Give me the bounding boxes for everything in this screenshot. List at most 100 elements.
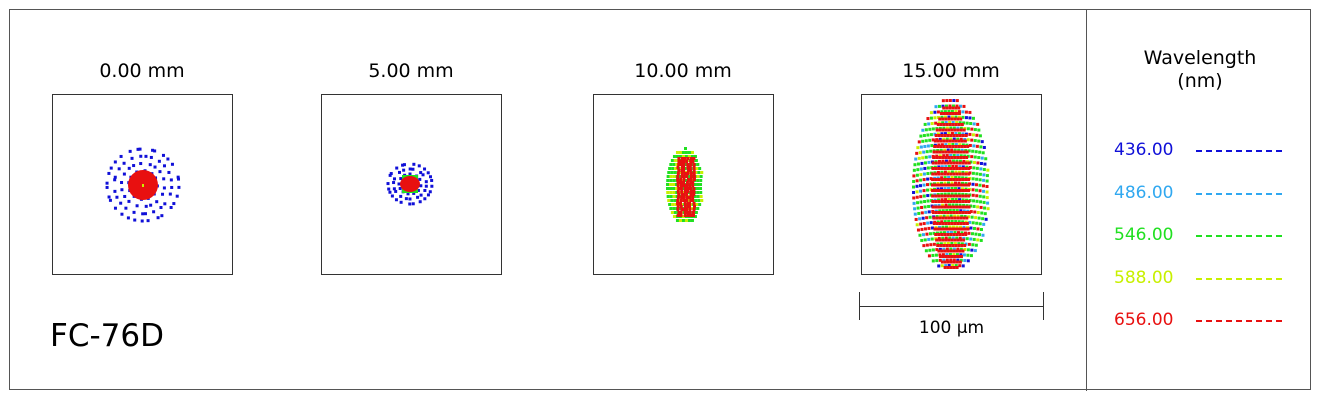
spot-point [954,170,958,174]
spot-point [921,139,925,143]
spot-point [923,227,927,231]
spot-point [153,165,157,169]
spot-point [954,165,958,169]
spot-point [949,161,953,165]
spot-point [923,161,927,165]
spot-point [950,220,954,224]
spot-point [934,178,938,181]
spot-point [915,173,919,177]
spot-point [672,207,676,210]
legend-item: 546.00 [1114,225,1284,247]
spot-point [947,110,951,114]
spot-point [921,216,925,220]
spot-point [958,205,962,209]
spot-point [927,204,931,208]
spot-point [949,167,953,170]
spot-point [957,176,961,180]
spot-point [691,181,695,184]
spot-point [951,106,955,110]
spot-point [961,165,965,169]
spot-point [954,112,958,115]
spot-point [916,168,920,172]
spot-point [696,175,700,178]
spot-point [699,183,703,186]
spot-point [955,225,959,229]
spot-point [920,161,924,165]
spot-point [948,253,952,257]
spot-point [972,204,976,208]
spot-point [934,205,938,209]
spot-point [962,238,966,242]
spot-point [946,205,950,209]
spot-point [939,123,943,126]
spot-point [968,143,972,147]
spot-point [689,160,693,163]
spot-point [149,203,153,207]
spot-point [936,123,940,126]
spot-point [950,148,954,152]
spot-point [689,181,693,184]
spot-point [978,178,982,182]
spot-point [946,211,950,214]
spot-point [940,167,944,170]
spot-point [113,206,117,210]
spot-point [954,123,958,126]
spot-point [931,167,935,170]
spot-point [977,216,981,220]
spot-point [928,232,932,236]
spot-point [943,183,947,187]
spot-point [671,167,675,170]
spot-point [943,115,947,119]
spot-point [927,210,931,214]
spot-point [944,104,948,108]
spot-point [961,181,965,185]
spot-point [930,237,934,241]
spot-point [419,184,423,188]
spot-point [967,215,971,219]
spot-point [982,195,986,199]
spot-point [113,175,117,179]
spot-point [964,194,968,198]
spot-point [926,117,930,121]
spot-point [937,236,941,240]
spot-point [932,150,936,154]
spot-diagram-2 [593,94,774,275]
spot-point [130,156,134,160]
spot-point [936,170,940,174]
spot-point [962,209,966,213]
spot-point [981,233,985,237]
spot-point [107,195,111,199]
spot-point [676,196,680,199]
spot-point [933,145,937,148]
spot-point [943,220,947,224]
spot-point [950,110,954,114]
spot-point [942,154,946,158]
spot-point [945,244,949,247]
spot-point [669,191,673,194]
spot-point [937,104,941,108]
spot-point [119,201,123,205]
legend-item: 436.00 [1114,140,1284,162]
spot-point [683,157,687,160]
spot-point [684,219,688,222]
spot-point [944,159,948,163]
spot-point [956,231,960,235]
spot-point [423,167,427,171]
spot-point [961,178,965,181]
spot-point [408,167,412,171]
spot-point [955,161,959,165]
spot-point [952,178,956,181]
spot-point [958,198,962,202]
spot-point [945,145,949,148]
spot-point [926,177,930,181]
spot-point [938,156,942,159]
spot-point [135,204,139,208]
spot-point [952,247,956,251]
spot-point [941,225,945,229]
field-label-0: 0.00 mm [99,60,185,82]
spot-point [673,159,677,162]
spot-point [959,154,963,158]
spot-point [676,205,680,208]
spot-point [940,115,944,119]
spot-point [682,181,686,184]
